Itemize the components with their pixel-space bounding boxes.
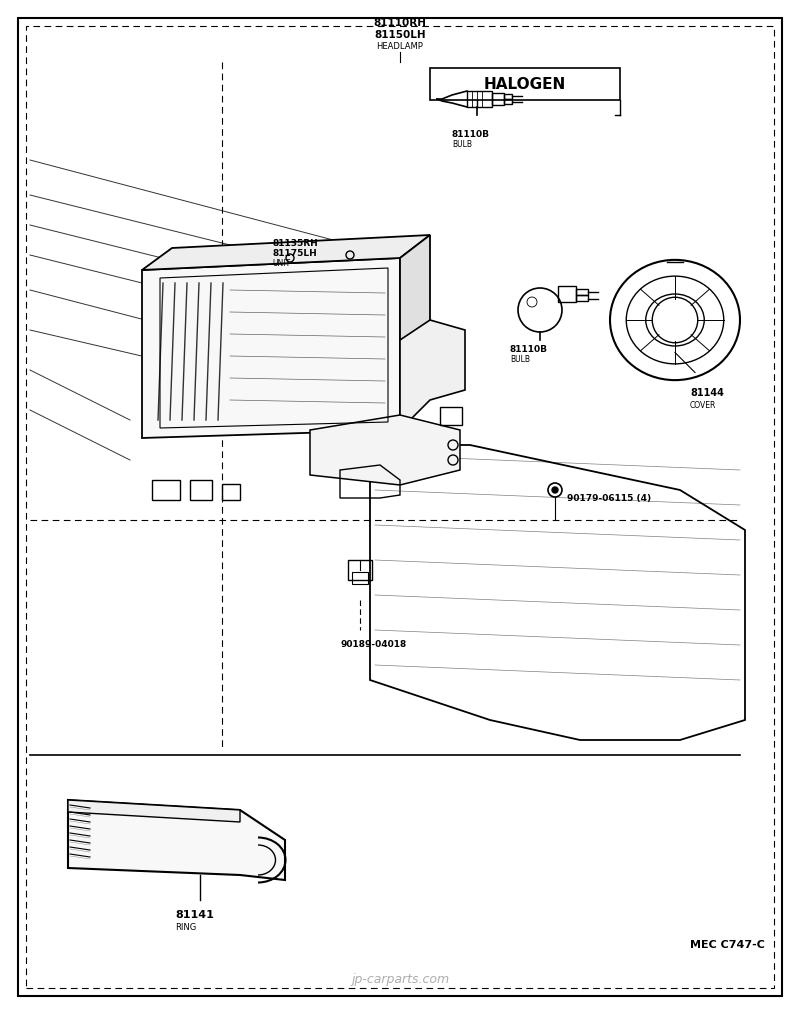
Text: 81110RH: 81110RH bbox=[374, 18, 426, 28]
Text: 81175LH: 81175LH bbox=[272, 249, 317, 258]
Bar bbox=[504, 94, 512, 99]
Text: 81135RH: 81135RH bbox=[272, 239, 318, 248]
Bar bbox=[430, 68, 620, 100]
Text: 81144: 81144 bbox=[690, 387, 724, 397]
Polygon shape bbox=[400, 320, 465, 430]
Text: RING: RING bbox=[175, 923, 196, 932]
Polygon shape bbox=[68, 800, 285, 880]
Text: 81110B: 81110B bbox=[510, 345, 548, 354]
Text: 81141: 81141 bbox=[175, 910, 214, 920]
Text: COVER: COVER bbox=[690, 401, 716, 410]
Text: HEADLAMP: HEADLAMP bbox=[377, 42, 423, 51]
Text: UNIT: UNIT bbox=[272, 259, 290, 268]
Bar bbox=[558, 286, 576, 302]
Text: 81150LH: 81150LH bbox=[374, 30, 426, 40]
Bar bbox=[152, 480, 180, 500]
Bar bbox=[576, 295, 588, 301]
Bar bbox=[576, 289, 588, 295]
Bar bbox=[504, 99, 512, 104]
Bar bbox=[190, 480, 212, 500]
Polygon shape bbox=[142, 258, 400, 438]
Bar bbox=[440, 407, 462, 425]
Text: HALOGEN: HALOGEN bbox=[484, 76, 566, 91]
Text: MEC C747-C: MEC C747-C bbox=[690, 940, 765, 950]
Polygon shape bbox=[400, 235, 430, 430]
Text: BULB: BULB bbox=[510, 355, 530, 364]
Circle shape bbox=[552, 487, 558, 493]
Polygon shape bbox=[310, 415, 460, 485]
Bar bbox=[352, 572, 368, 584]
Polygon shape bbox=[68, 800, 240, 822]
Text: BULB: BULB bbox=[452, 140, 472, 149]
Bar bbox=[222, 484, 240, 500]
Text: jp-carparts.com: jp-carparts.com bbox=[351, 973, 449, 987]
Bar bbox=[467, 91, 492, 107]
Polygon shape bbox=[142, 235, 430, 270]
Bar bbox=[348, 560, 372, 580]
Bar bbox=[492, 93, 504, 105]
Text: 90189-04018: 90189-04018 bbox=[340, 640, 406, 649]
Text: 90179-06115 (4): 90179-06115 (4) bbox=[567, 494, 651, 503]
Text: 81110B: 81110B bbox=[452, 130, 490, 139]
